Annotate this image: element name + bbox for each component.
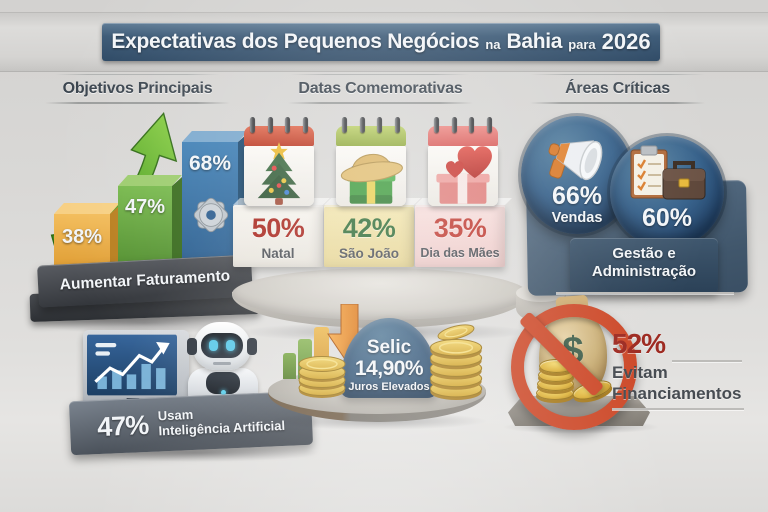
divider <box>55 74 220 75</box>
straw-hat-gift-icon <box>340 153 403 204</box>
title-connector-para: para <box>568 37 596 52</box>
block-sao-joao: 42% São João <box>324 198 421 267</box>
selic-value: 14,90% <box>354 357 424 380</box>
robot-visor <box>201 333 243 358</box>
coin-stack-small-icon <box>298 356 346 398</box>
block-dia-das-maes: 35% Dia das Mães <box>415 198 512 267</box>
selic-title: Selic <box>366 337 412 358</box>
bar-38-value: 38% <box>61 226 103 248</box>
gear-icon <box>193 197 229 233</box>
robot-ear-left <box>187 338 197 355</box>
gestao-label-line2: Administração <box>591 263 697 280</box>
calendar-rings <box>434 117 492 133</box>
bar-68: 68% <box>182 131 249 276</box>
objetivos-caption: Aumentar Faturamento <box>59 267 231 294</box>
divider <box>530 102 705 104</box>
natal-label: Natal <box>261 246 295 261</box>
calendar-rings <box>250 117 308 133</box>
gestao-label-line1: Gestão e <box>612 245 676 262</box>
divider <box>612 408 744 410</box>
title-year: 2026 <box>601 29 651 54</box>
selic-label: Juros Elevados <box>348 381 430 393</box>
block-natal: 50% Natal <box>233 198 330 267</box>
hearts-gift-icon <box>436 146 492 204</box>
robot-eye <box>209 340 218 351</box>
robot-ear-right <box>247 338 257 355</box>
dia-das-maes-label: Dia das Mães <box>420 246 500 260</box>
financing-label-line2: Financiamentos <box>612 384 742 403</box>
calendar-dia-das-maes <box>428 117 498 210</box>
ia-value: 47% <box>96 409 149 442</box>
divider <box>672 360 742 362</box>
calendar-sao-joao <box>336 117 406 210</box>
monitor-chart-icon <box>87 334 177 396</box>
section-header-areas: Áreas Críticas <box>565 80 670 97</box>
divider <box>45 102 230 104</box>
vendas-label: Vendas <box>551 210 603 226</box>
robot-eye <box>226 340 235 351</box>
title-banner: Expectativas dos Pequenos Negócios na Ba… <box>102 23 660 61</box>
financing-value: 52% <box>612 328 666 359</box>
clipboard-briefcase-icon <box>630 145 706 200</box>
calendar-natal <box>244 117 314 210</box>
robot-head <box>187 322 257 370</box>
section-header-datas: Datas Comemorativas <box>298 80 463 97</box>
megaphone-icon <box>548 140 603 181</box>
divider <box>288 102 473 104</box>
divider <box>290 74 470 75</box>
page-title: Expectativas dos Pequenos Negócios <box>111 30 480 53</box>
dia-das-maes-value: 35% <box>433 213 487 243</box>
natal-value: 50% <box>251 213 305 243</box>
gestao-value: 60% <box>641 204 693 232</box>
coin-stack-tall-icon <box>429 324 483 400</box>
bar-68-value: 68% <box>188 152 232 175</box>
monitor <box>83 330 189 408</box>
mini-bar <box>283 353 296 379</box>
divider <box>530 74 705 75</box>
calendar-rings <box>342 117 400 133</box>
robot-mouth <box>213 362 231 365</box>
financing-label-line1: Evitam <box>612 363 668 382</box>
title-connector-na: na <box>485 37 501 52</box>
christmas-tree-icon <box>257 142 301 205</box>
platform-top <box>232 268 528 320</box>
sao-joao-value: 42% <box>342 213 396 243</box>
divider <box>556 292 734 294</box>
vendas-value: 66% <box>551 182 603 210</box>
gestao-panel: Gestão e Administração <box>570 238 718 293</box>
sao-joao-label: São João <box>338 246 400 261</box>
bar-47-value: 47% <box>124 196 166 218</box>
section-header-objetivos: Objetivos Principais <box>62 80 213 97</box>
gestao-badge: 60% <box>610 136 724 248</box>
title-place: Bahia <box>506 30 563 53</box>
